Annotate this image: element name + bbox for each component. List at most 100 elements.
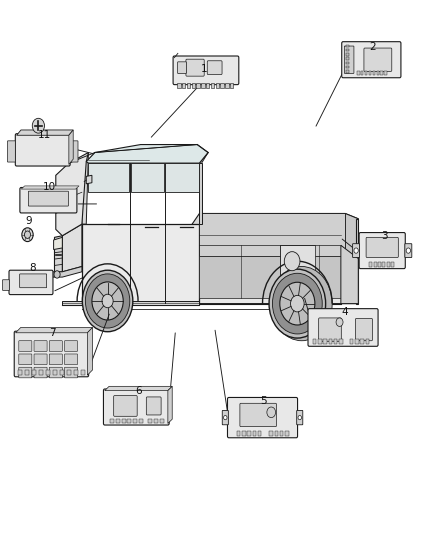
Text: 11: 11 [37,130,51,140]
Bar [196,83,200,88]
Polygon shape [53,237,62,249]
Bar [237,431,240,435]
Bar [110,419,114,423]
Bar [253,431,256,435]
Bar [285,431,289,435]
Bar [369,262,372,266]
Polygon shape [87,327,92,375]
Bar [225,83,229,88]
FancyBboxPatch shape [49,354,62,365]
Circle shape [82,270,133,332]
Polygon shape [86,175,92,184]
Bar [215,83,219,88]
Circle shape [32,118,45,133]
FancyBboxPatch shape [297,410,303,425]
Bar [346,70,349,72]
FancyBboxPatch shape [70,141,78,162]
Text: 9: 9 [25,216,32,227]
FancyBboxPatch shape [207,61,222,75]
Circle shape [298,416,301,419]
FancyBboxPatch shape [64,341,78,351]
FancyBboxPatch shape [20,188,77,213]
FancyBboxPatch shape [186,59,204,76]
Polygon shape [188,214,358,245]
Polygon shape [88,163,129,192]
Circle shape [290,295,304,312]
Polygon shape [53,266,82,277]
Polygon shape [56,152,88,236]
Polygon shape [21,186,79,189]
Bar [382,262,385,266]
FancyBboxPatch shape [308,309,378,346]
Circle shape [271,266,332,341]
Text: 6: 6 [135,385,142,395]
Text: 5: 5 [261,396,267,406]
Bar [206,83,209,88]
FancyBboxPatch shape [15,134,70,166]
FancyBboxPatch shape [14,331,88,377]
Bar [328,340,332,344]
Bar [280,431,283,435]
FancyBboxPatch shape [364,48,392,71]
Bar [258,431,261,435]
FancyBboxPatch shape [3,280,10,290]
Polygon shape [345,214,358,261]
FancyBboxPatch shape [19,367,32,378]
Bar [122,419,126,423]
Bar [318,340,322,344]
Bar [148,419,152,423]
Bar [60,370,64,375]
Bar [365,71,367,75]
FancyBboxPatch shape [114,395,137,416]
Circle shape [92,282,123,320]
Polygon shape [54,236,62,272]
Bar [334,340,337,344]
Polygon shape [199,245,358,304]
Bar [133,419,137,423]
Circle shape [269,269,325,338]
FancyBboxPatch shape [356,318,372,341]
FancyBboxPatch shape [405,244,412,257]
Bar [18,370,22,375]
Bar [385,71,387,75]
Polygon shape [168,386,172,423]
FancyBboxPatch shape [359,232,405,269]
Bar [313,340,317,344]
Bar [373,71,375,75]
FancyBboxPatch shape [227,398,297,438]
FancyBboxPatch shape [173,56,239,85]
Bar [346,62,349,64]
Polygon shape [86,144,208,163]
Polygon shape [166,163,199,192]
Bar [269,431,273,435]
FancyBboxPatch shape [222,410,228,425]
Text: 10: 10 [42,182,56,192]
Bar [339,340,343,344]
Polygon shape [86,152,208,163]
Bar [247,431,251,435]
Bar [374,262,377,266]
FancyBboxPatch shape [240,403,276,426]
Bar [187,83,190,88]
FancyBboxPatch shape [64,367,78,378]
Circle shape [336,318,343,326]
Circle shape [85,274,130,328]
Bar [346,49,349,52]
Bar [242,431,246,435]
Circle shape [54,271,60,278]
Bar [323,340,327,344]
FancyBboxPatch shape [9,270,53,295]
Text: 3: 3 [381,231,388,241]
Bar [357,71,360,75]
Bar [391,262,394,266]
Bar [346,53,349,56]
FancyBboxPatch shape [146,397,161,415]
Circle shape [25,231,31,238]
FancyBboxPatch shape [20,274,47,288]
Bar [201,83,205,88]
Text: 1: 1 [201,64,208,74]
Circle shape [22,228,33,241]
Bar [154,419,158,423]
Bar [346,58,349,60]
Polygon shape [82,224,199,304]
